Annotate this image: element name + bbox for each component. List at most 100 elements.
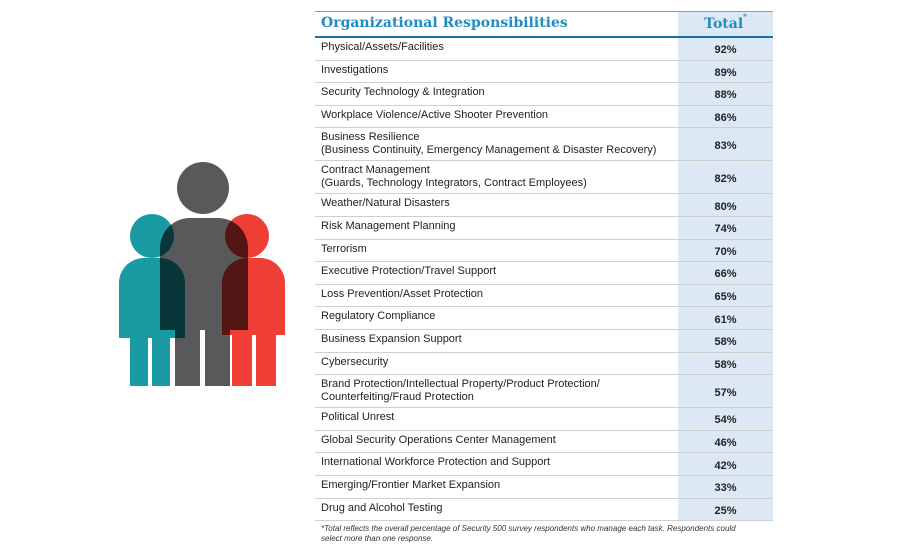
- table-row: International Workforce Protection and S…: [315, 453, 773, 476]
- responsibility: Cybersecurity: [321, 356, 388, 369]
- responsibility-line: Loss Prevention/Asset Protection: [321, 287, 484, 300]
- total-cell: 74%: [678, 216, 773, 239]
- table-row: Loss Prevention/Asset Protection 65%: [315, 284, 773, 308]
- responsibility: Contract Management (Guards, Technology I…: [321, 164, 587, 190]
- responsibility-line: Contract Management: [321, 164, 430, 177]
- table-row: Physical/Assets/Facilities 92%: [315, 38, 773, 61]
- total-cell: 54%: [678, 408, 773, 430]
- total-cell: 25%: [678, 498, 773, 521]
- responsibility: Business Expansion Support: [321, 333, 462, 346]
- responsibility: International Workforce Protection and S…: [321, 456, 550, 469]
- table: Organizational Responsibilities Total* P…: [315, 11, 773, 522]
- responsibility-line: Investigations: [321, 63, 389, 76]
- total-value: 70%: [714, 245, 737, 258]
- responsibility: Investigations: [321, 64, 388, 77]
- total-value: 80%: [714, 200, 737, 213]
- total-header: Total*: [678, 12, 773, 36]
- total-cell: 80%: [678, 194, 773, 216]
- responsibility-line: Brand Protection/Intellectual Property/P…: [321, 378, 600, 391]
- responsibility-line: Weather/Natural Disasters: [321, 197, 450, 210]
- responsibility-line: (Business Continuity, Emergency Manageme…: [321, 144, 657, 157]
- responsibility-line: Workplace Violence/Active Shooter Preven…: [321, 108, 549, 121]
- total-value: 57%: [714, 386, 737, 399]
- total-value: 82%: [714, 172, 737, 185]
- responsibility: Political Unrest: [321, 411, 394, 424]
- column-title: Organizational Responsibilities: [321, 15, 568, 31]
- total-value: 74%: [714, 223, 737, 236]
- responsibility-line: Executive Protection/Travel Support: [321, 265, 497, 278]
- table-row: Risk Management Planning 74%: [315, 216, 773, 240]
- table-body: Physical/Assets/Facilities 92% Investigati…: [315, 38, 773, 522]
- responsibility: Regulatory Compliance: [321, 310, 435, 323]
- total-cell: 82%: [678, 161, 773, 194]
- responsibility: Risk Management Planning: [321, 220, 456, 233]
- responsibility-line: Risk Management Planning: [321, 219, 456, 232]
- footnote: *Total reflects the overall percentage o…: [321, 524, 736, 544]
- responsibility: Workplace Violence/Active Shooter Preven…: [321, 109, 548, 122]
- responsibility-line: Business Expansion Support: [321, 332, 462, 345]
- total-cell: 92%: [678, 38, 773, 60]
- responsibility-line: (Guards, Technology Integrators, Contrac…: [321, 177, 587, 190]
- total-value: 58%: [714, 336, 737, 349]
- total-cell: 89%: [678, 60, 773, 83]
- total-cell: 70%: [678, 239, 773, 262]
- total-value: 61%: [714, 313, 737, 326]
- table-row: Global Security Operations Center Manage…: [315, 430, 773, 454]
- total-title: Total: [704, 16, 744, 32]
- responsibility-line: Security Technology & Integration: [321, 86, 485, 99]
- total-cell: 58%: [678, 352, 773, 375]
- table-row: Executive Protection/Travel Support 66%: [315, 262, 773, 285]
- total-cell: 57%: [678, 375, 773, 408]
- total-value: 25%: [714, 504, 737, 517]
- total-cell: 66%: [678, 262, 773, 284]
- responsibility-line: Business Resilience: [321, 131, 420, 144]
- people-icon: [119, 162, 285, 386]
- table-row: Security Technology & Integration 88%: [315, 83, 773, 106]
- responsibility: Brand Protection/Intellectual Property/P…: [321, 378, 600, 404]
- total-value: 54%: [714, 414, 737, 427]
- footnote-line: *Total reflects the overall percentage o…: [321, 524, 736, 533]
- footnote-mark: *: [743, 12, 747, 21]
- table-row: Contract Management (Guards, Technology I…: [315, 161, 773, 195]
- total-value: 65%: [714, 291, 737, 304]
- responsibility-line: Global Security Operations Center Manage…: [321, 433, 556, 446]
- total-value: 42%: [714, 459, 737, 472]
- total-value: 83%: [714, 139, 737, 152]
- total-cell: 65%: [678, 284, 773, 307]
- total-value: 92%: [714, 44, 737, 57]
- total-value: 33%: [714, 482, 737, 495]
- total-cell: 61%: [678, 307, 773, 329]
- responsibility: Executive Protection/Travel Support: [321, 265, 496, 278]
- responsibility: Emerging/Frontier Market Expansion: [321, 479, 500, 492]
- responsibility-line: Emerging/Frontier Market Expansion: [321, 478, 501, 491]
- responsibility: Terrorism: [321, 243, 367, 256]
- footnote-line: select more than one response.: [321, 534, 434, 543]
- table-row: Workplace Violence/Active Shooter Preven…: [315, 105, 773, 129]
- table-row: Cybersecurity 58%: [315, 352, 773, 376]
- responsibility: Physical/Assets/Facilities: [321, 41, 444, 54]
- table-row: Political Unrest 54%: [315, 408, 773, 431]
- total-value: 89%: [714, 66, 737, 79]
- responsibility-line: Cybersecurity: [321, 355, 389, 368]
- table-header: Organizational Responsibilities Total*: [315, 11, 773, 38]
- table-row: Drug and Alcohol Testing 25%: [315, 498, 773, 522]
- total-value: 66%: [714, 268, 737, 281]
- total-cell: 83%: [678, 128, 773, 161]
- table-row: Regulatory Compliance 61%: [315, 307, 773, 330]
- responsibility: Loss Prevention/Asset Protection: [321, 288, 483, 301]
- total-cell: 58%: [678, 329, 773, 352]
- table-row: Emerging/Frontier Market Expansion 33%: [315, 475, 773, 499]
- total-cell: 33%: [678, 475, 773, 498]
- responsibility: Business Resilience (Business Continuity,…: [321, 131, 656, 157]
- responsibility-line: International Workforce Protection and S…: [321, 456, 551, 469]
- responsibility-line: Drug and Alcohol Testing: [321, 501, 443, 514]
- total-value: 58%: [714, 358, 737, 371]
- total-cell: 46%: [678, 430, 773, 453]
- table-row: Business Expansion Support 58%: [315, 329, 773, 353]
- table-row: Brand Protection/Intellectual Property/P…: [315, 375, 773, 409]
- responsibility-line: Physical/Assets/Facilities: [321, 41, 444, 53]
- responsibility-line: Regulatory Compliance: [321, 310, 436, 323]
- table-row: Business Resilience (Business Continuity,…: [315, 128, 773, 162]
- responsibility: Weather/Natural Disasters: [321, 197, 450, 210]
- table-row: Terrorism 70%: [315, 239, 773, 263]
